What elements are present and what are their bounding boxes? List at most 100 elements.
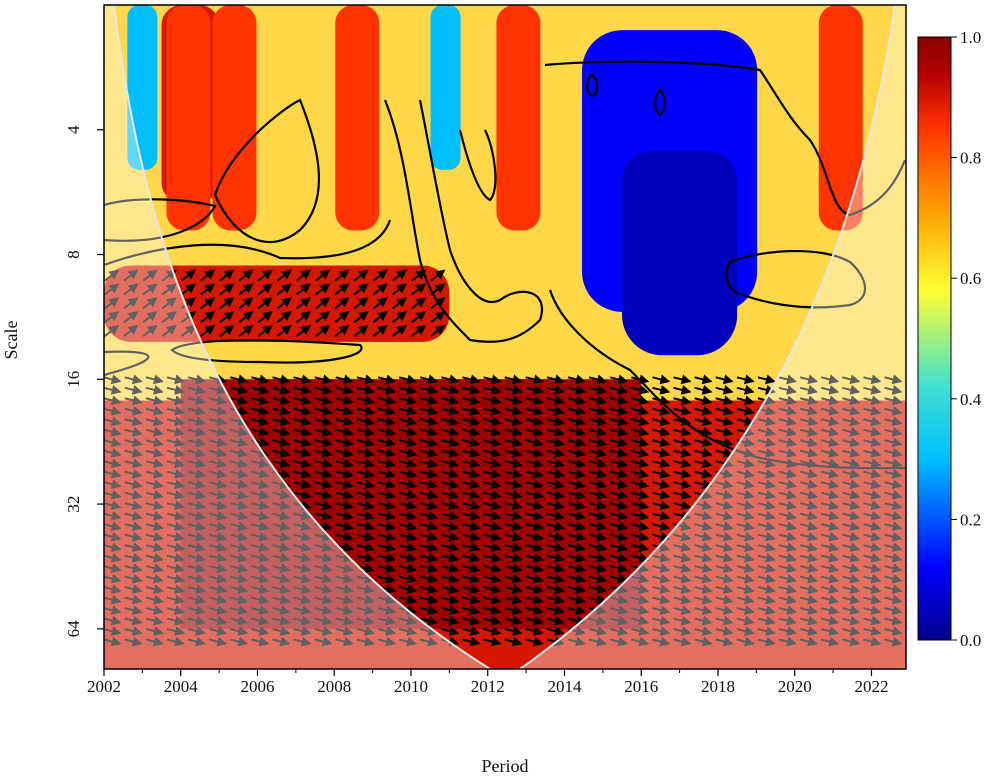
phase-arrow	[199, 311, 216, 324]
phase-arrow	[441, 384, 460, 395]
phase-arrow	[353, 283, 369, 296]
phase-arrow	[483, 416, 502, 427]
phase-arrow	[631, 479, 650, 490]
phase-arrow	[631, 447, 650, 458]
phase-arrow	[166, 416, 185, 427]
phase-arrow	[462, 447, 481, 458]
phase-arrow	[314, 584, 333, 594]
phase-arrow	[799, 489, 819, 500]
phase-arrow	[335, 605, 354, 615]
phase-arrow	[673, 594, 692, 605]
phase-arrow	[257, 297, 273, 310]
phase-arrow	[609, 384, 629, 395]
phase-arrow	[462, 426, 481, 437]
phase-arrow	[219, 297, 235, 310]
phase-arrow	[230, 426, 249, 437]
phase-arrow	[462, 615, 481, 626]
phase-arrow	[673, 521, 692, 532]
phase-arrow	[251, 384, 270, 395]
phase-arrow	[187, 426, 207, 437]
phase-arrow	[736, 605, 755, 615]
phase-arrow	[778, 542, 797, 553]
phase-arrow	[230, 510, 249, 521]
phase-arrow	[166, 626, 185, 636]
phase-arrow	[180, 283, 197, 296]
phase-arrow	[411, 297, 427, 310]
phase-arrow	[124, 479, 143, 490]
phase-arrow	[293, 510, 312, 521]
phase-arrow	[842, 594, 861, 605]
phase-arrow	[219, 311, 235, 324]
cone-of-influence-line	[113, 5, 896, 669]
y-tick-label: 32	[64, 496, 83, 513]
phase-arrow	[104, 594, 122, 605]
phase-arrow	[251, 552, 270, 563]
phase-arrow	[757, 447, 776, 458]
phase-arrow	[293, 384, 312, 395]
phase-arrow	[715, 531, 734, 542]
phase-arrow	[251, 605, 270, 615]
phase-arrow	[483, 500, 502, 511]
phase-arrow	[673, 416, 692, 427]
phase-arrow	[609, 510, 629, 521]
phase-arrow	[391, 283, 408, 296]
phase-arrow	[863, 594, 882, 605]
phase-arrow	[567, 458, 586, 469]
phase-arrow	[142, 269, 158, 282]
phase-arrow	[104, 324, 120, 337]
phase-arrow	[145, 563, 164, 574]
phase-arrow	[884, 500, 903, 511]
phase-arrow	[124, 384, 143, 395]
phase-arrow	[123, 311, 139, 324]
phase-arrow	[272, 447, 291, 458]
phase-arrow	[293, 563, 312, 574]
phase-arrow	[124, 405, 143, 416]
phase-arrow	[821, 552, 840, 563]
phase-arrow	[588, 573, 608, 584]
phase-arrow	[884, 468, 903, 479]
phase-arrow	[272, 500, 291, 511]
phase-arrow	[187, 384, 207, 395]
phase-arrow	[314, 395, 333, 406]
phase-arrow	[335, 458, 354, 469]
phase-arrow	[652, 573, 671, 584]
phase-arrow	[673, 626, 692, 636]
phase-arrow	[842, 416, 861, 427]
phase-arrow	[842, 437, 861, 448]
phase-arrow	[546, 626, 565, 636]
phase-arrow	[314, 479, 333, 490]
phase-arrow	[609, 500, 629, 511]
phase-arrow	[377, 552, 396, 563]
phase-arrow	[335, 615, 354, 626]
phase-arrow	[609, 395, 629, 406]
phase-arrow	[356, 500, 375, 511]
phase-arrow	[778, 374, 797, 385]
phase-arrow	[673, 605, 692, 615]
phase-arrow	[715, 384, 734, 395]
phase-arrow	[525, 636, 544, 647]
phase-arrow	[166, 521, 185, 532]
phase-arrow	[588, 615, 608, 626]
phase-arrow	[251, 489, 270, 500]
phase-arrow	[314, 510, 333, 521]
phase-arrow	[161, 324, 177, 337]
phase-arrow	[567, 510, 586, 521]
phase-arrow	[335, 384, 354, 395]
phase-arrow	[842, 374, 861, 385]
phase-arrow	[673, 489, 692, 500]
coherence-region	[212, 5, 257, 231]
phase-arrow	[778, 552, 797, 563]
x-tick-label: 2006	[240, 677, 274, 696]
phase-arrow	[398, 479, 418, 490]
phase-arrow	[631, 437, 650, 448]
phase-arrow	[546, 521, 565, 532]
phase-arrow	[187, 479, 207, 490]
phase-arrow	[631, 384, 650, 395]
phase-arrow	[145, 542, 164, 553]
phase-arrow	[863, 447, 882, 458]
phase-arrow	[609, 521, 629, 532]
phase-arrow	[295, 324, 312, 337]
phase-arrow	[104, 269, 120, 282]
phase-arrow	[377, 500, 396, 511]
phase-arrow	[372, 283, 388, 296]
